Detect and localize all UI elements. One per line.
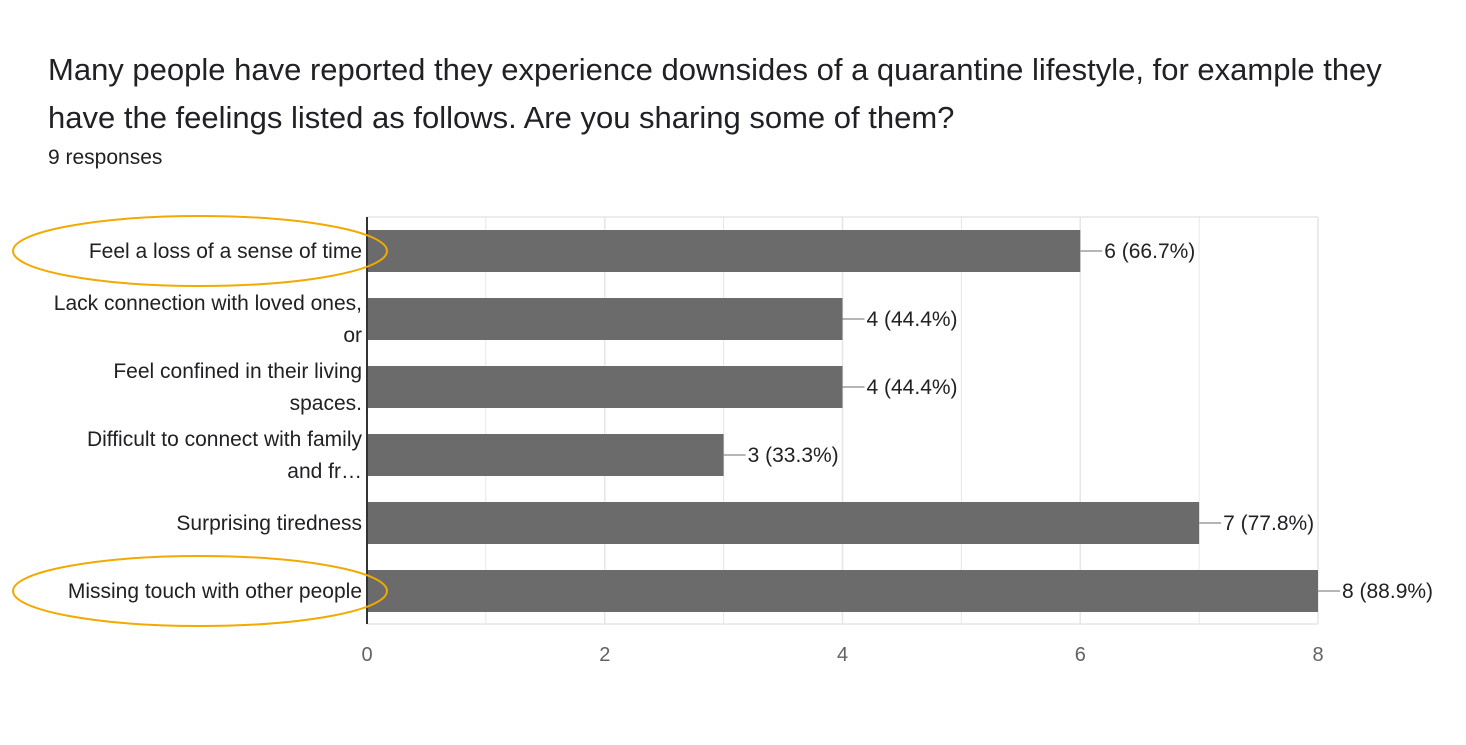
category-label: Surprising tiredness <box>176 512 362 535</box>
x-tick-label: 8 <box>1312 644 1323 666</box>
value-label: 6 (66.7%) <box>1104 240 1195 263</box>
response-count: 9 responses <box>48 146 163 169</box>
x-tick-label: 2 <box>599 644 610 666</box>
value-label: 7 (77.8%) <box>1223 512 1314 535</box>
grid-lines <box>367 216 1319 625</box>
category-label: Difficult to connect with family and fr… <box>87 428 363 483</box>
category-label: Missing touch with other people <box>68 580 362 603</box>
value-labels: 6 (66.7%) 4 (44.4%) 4 (44.4%) 3 (33.3%) 7 (7… <box>723 240 1433 603</box>
x-tick-label: 0 <box>361 644 372 666</box>
bar <box>367 434 724 476</box>
bar <box>367 230 1081 272</box>
category-label: Lack connection with loved ones, or <box>54 292 362 347</box>
category-labels: Feel a loss of a sense of time Lack conne… <box>54 240 363 603</box>
x-axis-ticks: 0 2 4 6 8 <box>361 217 1324 666</box>
highlight-ellipse <box>12 215 388 287</box>
value-label: 4 (44.4%) <box>867 376 958 399</box>
bar <box>367 502 1200 544</box>
value-label: 8 (88.9%) <box>1342 580 1433 603</box>
bar <box>367 298 843 340</box>
highlight-ellipse <box>12 555 388 627</box>
x-tick-label: 6 <box>1075 644 1086 666</box>
category-label: Feel confined in their living spaces. <box>113 360 362 415</box>
question-title: Many people have reported they experienc… <box>48 52 1382 135</box>
value-label: 3 (33.3%) <box>748 444 839 467</box>
value-label: 4 (44.4%) <box>867 308 958 331</box>
x-tick-label: 4 <box>837 644 848 666</box>
highlight-annotations <box>12 215 388 627</box>
bar <box>367 570 1318 612</box>
bar <box>367 366 843 408</box>
category-label: Feel a loss of a sense of time <box>89 240 362 263</box>
bars <box>367 230 1318 612</box>
